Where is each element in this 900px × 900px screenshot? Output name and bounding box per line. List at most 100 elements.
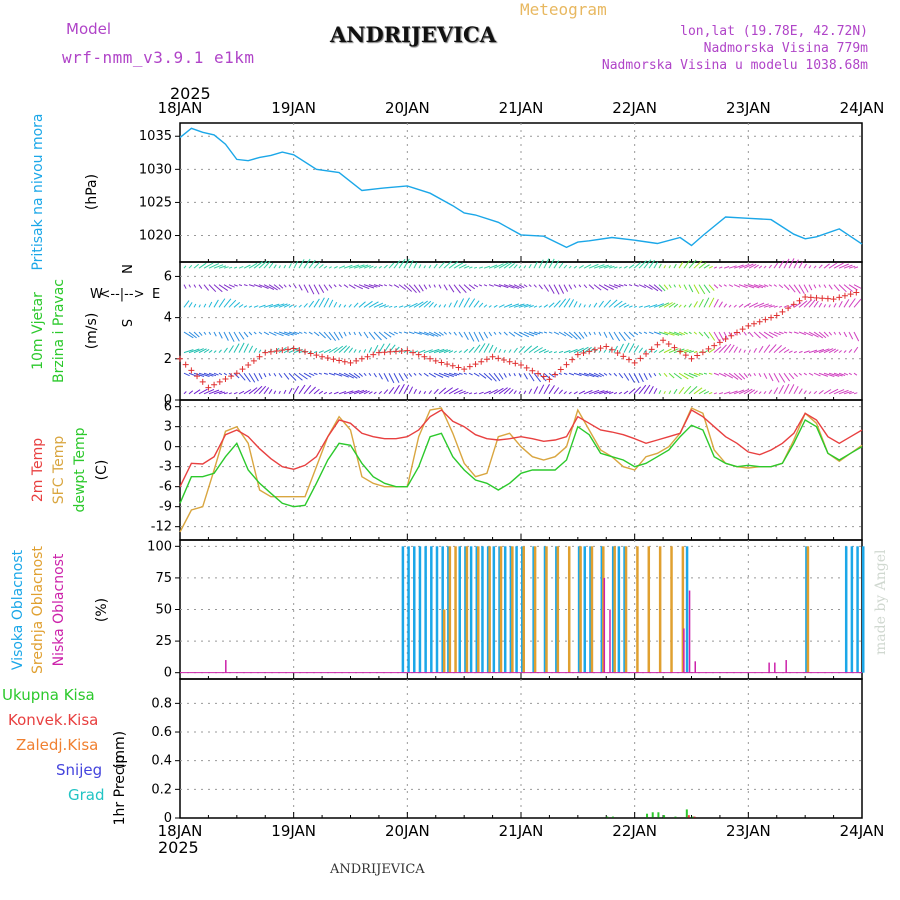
wind-barb [278, 284, 284, 289]
wind-barb [848, 298, 856, 308]
wind-barb [548, 372, 555, 378]
wind-barb [393, 260, 401, 269]
wind-barb [533, 347, 543, 354]
wind-barb [708, 348, 715, 354]
cloud-bar [401, 546, 405, 673]
wind-speed-mark [648, 346, 655, 353]
wind-barb [838, 372, 846, 376]
wind-barb [453, 300, 458, 308]
wind-barb [183, 391, 187, 395]
wind-barb [653, 284, 663, 292]
wind-barb [588, 389, 600, 395]
y-tick-label: 75 [155, 571, 172, 586]
wind-barb [808, 391, 812, 395]
wind-barb [258, 349, 262, 353]
wind-barb [618, 266, 622, 269]
wind-barb [558, 284, 565, 294]
wind-barb [633, 372, 640, 384]
wind-barb [753, 284, 764, 289]
wind-barb [608, 299, 618, 308]
wind-barb [818, 302, 823, 308]
wind-barb [418, 331, 429, 336]
wind-barb [608, 265, 615, 269]
cloud-bar [465, 546, 469, 673]
wind-speed-mark [688, 355, 695, 362]
wind-barb [488, 331, 493, 337]
wind-barb [433, 348, 445, 354]
wind-barb [718, 372, 727, 377]
wind-barb [583, 390, 593, 395]
wind-barb [438, 387, 447, 395]
wind-barb [513, 303, 525, 308]
wind-barb [598, 284, 609, 291]
wind-barb [563, 284, 569, 292]
wind-barb [268, 372, 271, 377]
wind-barb [423, 391, 427, 395]
wind-barb [813, 390, 818, 395]
wind-barb [758, 345, 764, 353]
wind-barb [623, 284, 628, 287]
wind-barb [843, 372, 849, 376]
wind-speed-mark [182, 361, 189, 368]
wind-barb [688, 386, 698, 395]
wind-speed-mark [262, 349, 269, 356]
wind-speed-mark [256, 353, 263, 360]
dewpt-temp-line [179, 419, 863, 508]
wind-barb [753, 347, 757, 353]
cloud-bar [498, 546, 501, 673]
wind-barb [798, 388, 803, 395]
wind-barb [668, 331, 680, 336]
wind-barb [843, 299, 850, 308]
wind-barb [428, 348, 440, 354]
wind-barb [823, 263, 830, 269]
cloud-bar [623, 546, 626, 673]
precip-bar [663, 815, 666, 818]
cloud-bar [225, 660, 227, 673]
wind-barb [803, 331, 814, 337]
wind-barb [268, 262, 274, 269]
y-tick-label: -9 [159, 500, 172, 515]
wind-barb [543, 350, 549, 354]
wind-speed-mark [614, 350, 621, 357]
wind-speed-mark [495, 355, 502, 362]
wind-barb [363, 349, 367, 353]
cloud-bar [658, 546, 662, 673]
wind-barb [793, 385, 799, 395]
precip-bar [651, 812, 654, 818]
wind-barb [453, 389, 463, 395]
wind-barb [528, 345, 539, 354]
wind-barb [203, 348, 210, 354]
wind-barb [333, 331, 340, 341]
wind-barb [343, 264, 353, 269]
wind-barb [203, 388, 215, 395]
wind-barb [523, 372, 528, 380]
cloud-bar [545, 546, 548, 673]
wind-barb [843, 390, 852, 395]
wind-barb [458, 264, 467, 269]
wind-barb [508, 263, 515, 269]
cloud-bar [768, 662, 770, 673]
wind-speed-mark [489, 353, 496, 360]
wind-barb [663, 348, 672, 354]
wind-barb [463, 297, 470, 308]
wind-barb [218, 372, 223, 376]
wind-barb [458, 390, 466, 395]
x-tick-label-top: 22JAN [612, 99, 657, 117]
wind-barb [853, 331, 860, 342]
cloud-bar [418, 546, 422, 673]
wind-barb [623, 265, 628, 269]
wind-barb [248, 372, 256, 383]
wind-barb [503, 262, 513, 269]
wind-barb [478, 372, 487, 379]
axis-label-wind-unit: (m/s) [84, 313, 100, 350]
wind-barb [393, 284, 400, 289]
wind-barb [658, 302, 670, 308]
wind-barb [373, 372, 377, 378]
x-tick-label-bottom: 22JAN [612, 822, 657, 840]
wind-barb [303, 258, 311, 269]
wind-barb [838, 284, 847, 293]
wind-speed-mark [324, 354, 331, 361]
wind-barb [753, 390, 758, 395]
wind-barb [373, 331, 382, 341]
wind-barb [613, 300, 623, 308]
